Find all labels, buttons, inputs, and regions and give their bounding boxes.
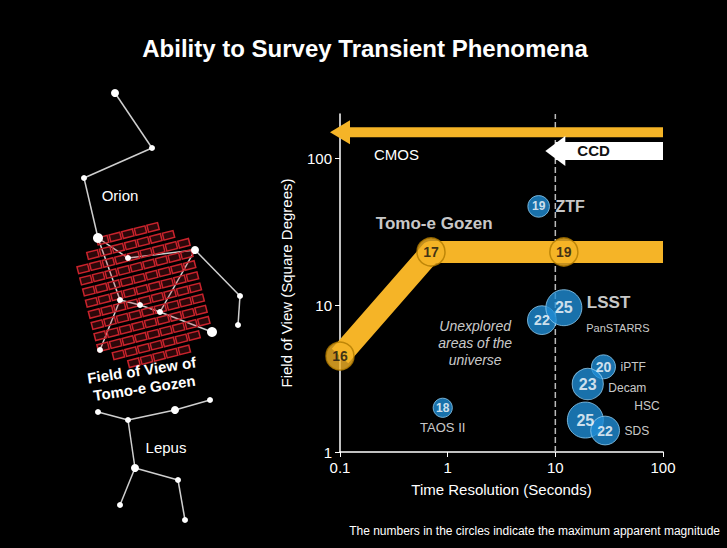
svg-text:100: 100 <box>307 150 332 167</box>
svg-text:Unexplored: Unexplored <box>439 318 512 334</box>
svg-text:The numbers in the circles ind: The numbers in the circles indicate the … <box>349 524 720 538</box>
svg-text:Ability to Survey Transient Ph: Ability to Survey Transient Phenomena <box>142 35 588 62</box>
svg-text:Field of View of: Field of View of <box>86 353 198 387</box>
svg-text:CMOS: CMOS <box>374 146 419 163</box>
svg-text:22: 22 <box>534 312 550 328</box>
svg-text:Tomo-e Gozen: Tomo-e Gozen <box>376 214 493 233</box>
svg-text:25: 25 <box>555 299 573 316</box>
svg-text:Tomo-e Gozen: Tomo-e Gozen <box>92 372 196 404</box>
svg-text:ZTF: ZTF <box>555 198 585 215</box>
svg-text:TAOS II: TAOS II <box>420 420 465 435</box>
svg-text:10: 10 <box>547 459 564 476</box>
svg-text:18: 18 <box>436 401 450 415</box>
svg-text:areas of the: areas of the <box>438 335 512 351</box>
svg-text:HSC: HSC <box>634 399 660 413</box>
svg-text:SDS: SDS <box>625 424 650 438</box>
svg-text:100: 100 <box>650 459 675 476</box>
svg-text:Lepus: Lepus <box>146 439 187 456</box>
svg-text:25: 25 <box>576 412 594 429</box>
svg-text:19: 19 <box>556 244 572 260</box>
svg-text:0.1: 0.1 <box>330 459 351 476</box>
svg-text:PanSTARRS: PanSTARRS <box>586 322 649 334</box>
svg-text:Field of View (Square Degrees): Field of View (Square Degrees) <box>278 179 295 388</box>
svg-text:universe: universe <box>449 352 502 368</box>
svg-text:10: 10 <box>315 297 332 314</box>
svg-text:Decam: Decam <box>608 381 646 395</box>
svg-text:20: 20 <box>596 359 612 375</box>
svg-text:22: 22 <box>597 423 613 439</box>
svg-text:1: 1 <box>324 444 332 461</box>
svg-text:iPTF: iPTF <box>620 360 645 374</box>
svg-text:CCD: CCD <box>577 142 610 159</box>
svg-text:23: 23 <box>579 376 597 393</box>
svg-text:LSST: LSST <box>587 293 631 312</box>
svg-text:16: 16 <box>332 348 348 364</box>
svg-text:Orion: Orion <box>102 187 139 204</box>
svg-text:19: 19 <box>532 199 546 213</box>
svg-text:17: 17 <box>423 244 439 260</box>
svg-text:1: 1 <box>443 459 451 476</box>
svg-text:Time Resolution (Seconds): Time Resolution (Seconds) <box>411 481 591 498</box>
